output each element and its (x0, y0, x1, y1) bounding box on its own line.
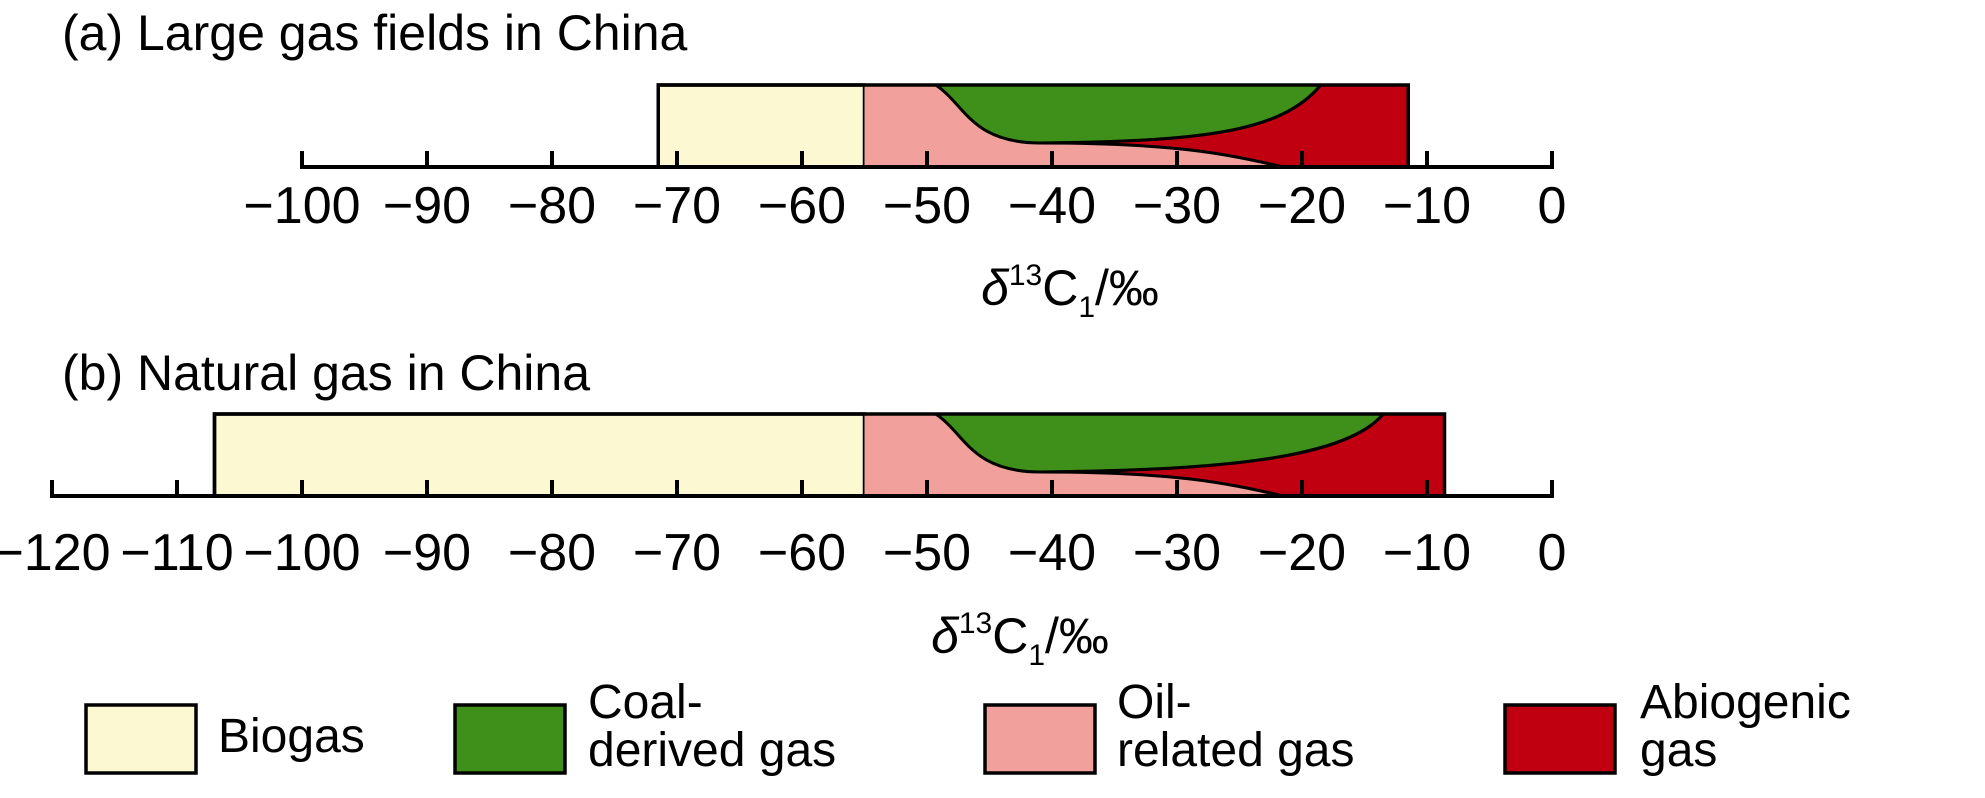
panel-b-tick-label: −60 (758, 524, 846, 582)
panel-a-x-axis-label: δ13C1/‰ (981, 259, 1159, 324)
legend-swatch-abiogenic (1503, 703, 1617, 775)
panel-a-tick-label: −10 (1383, 177, 1471, 235)
legend-label-coal: derived gas (588, 724, 836, 777)
panel-b-tick-label: −80 (508, 524, 596, 582)
panel-b-tick-label: −120 (0, 524, 111, 582)
panel-b-tick-label: 0 (1538, 524, 1567, 582)
legend-label-oil: related gas (1117, 724, 1355, 777)
panel-a-tick-label: 0 (1538, 177, 1567, 235)
legend: Biogas Coal-derived gas Oil-related gas Abi… (84, 676, 1851, 777)
panel-a-tick-label: −70 (633, 177, 721, 235)
panel-b-x-axis-label: δ13C1/‰ (931, 607, 1109, 672)
panel-b-tick-label: −10 (1383, 524, 1471, 582)
panel-b-chart: (b) Natural gas in China −120 −110 −100 −90… (0, 345, 1566, 672)
panel-b-tick-label: −70 (633, 524, 721, 582)
legend-swatch-coal (453, 703, 567, 775)
legend-swatch-biogas (84, 703, 198, 775)
panel-a-title: (a) Large gas fields in China (62, 5, 688, 61)
legend-label-oil: Oil- (1117, 676, 1192, 729)
panel-a-tick-label: −80 (508, 177, 596, 235)
panel-a-chart: (a) Large gas fields in China −100 −90 −80… (62, 5, 1566, 324)
panel-b-areas (212, 412, 1447, 498)
legend-label-biogas: Biogas (218, 710, 365, 763)
panel-b-tick-label: −90 (383, 524, 471, 582)
legend-label-coal: Coal- (588, 676, 703, 729)
panel-a-tick-label: −50 (883, 177, 971, 235)
panel-b-coal-derived-area (930, 412, 1387, 474)
panel-b-ticks: −120 −110 −100 −90 −80 −70 −60 −50 −40 −30 −20 −10 0 (0, 480, 1566, 582)
panel-a-ticks: −100 −90 −80 −70 −60 −50 −40 −30 −20 −10 0 (243, 151, 1566, 235)
panel-b-tick-label: −100 (243, 524, 360, 582)
panel-b-tick-label: −20 (1258, 524, 1346, 582)
panel-a-biogas-area (656, 83, 867, 169)
panel-b-tick-label: −110 (120, 524, 233, 582)
legend-label-abiogenic: gas (1640, 724, 1717, 777)
panel-b-tick-label: −40 (1008, 524, 1096, 582)
panel-a-areas (656, 83, 1410, 169)
panel-b-tick-label: −30 (1133, 524, 1221, 582)
panel-a-tick-label: −40 (1008, 177, 1096, 235)
panel-a-tick-label: −30 (1133, 177, 1221, 235)
panel-a-tick-label: −20 (1258, 177, 1346, 235)
panel-a-tick-label: −100 (243, 177, 360, 235)
panel-b-biogas-area (212, 412, 867, 498)
panel-a-tick-label: −90 (383, 177, 471, 235)
panel-b-title: (b) Natural gas in China (62, 345, 590, 401)
legend-label-abiogenic: Abiogenic (1640, 676, 1851, 729)
legend-swatch-oil (983, 703, 1097, 775)
panel-b-tick-label: −50 (883, 524, 971, 582)
panel-a-coal-derived-area (930, 83, 1324, 145)
panel-a-tick-label: −60 (758, 177, 846, 235)
